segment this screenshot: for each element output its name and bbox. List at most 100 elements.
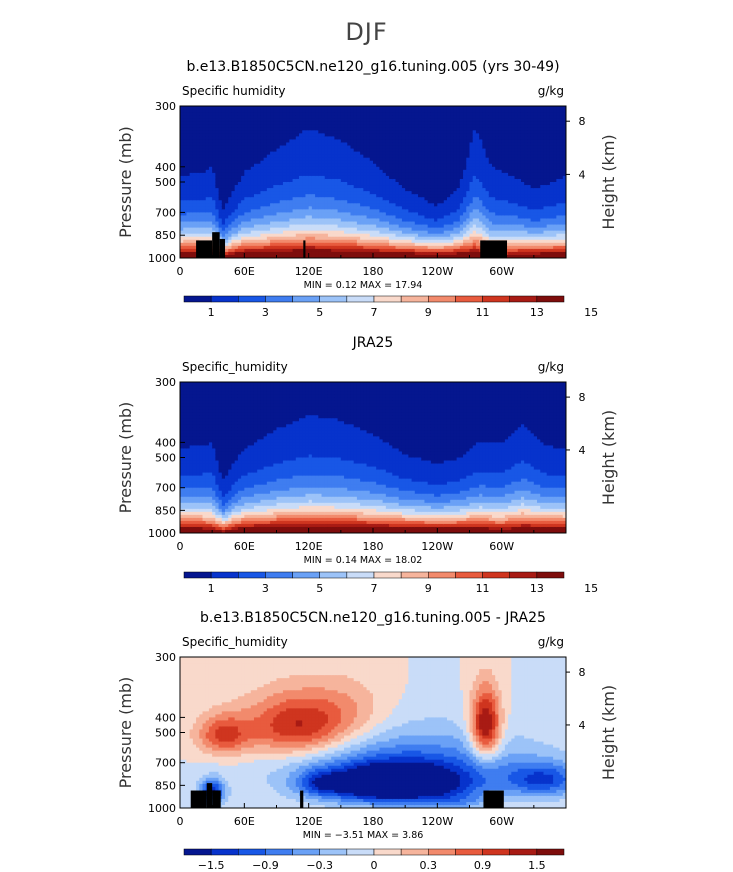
field-cell: [395, 139, 400, 144]
field-cell: [196, 124, 200, 128]
field-cell: [424, 221, 429, 226]
field-cell: [205, 212, 210, 217]
field-cell: [344, 245, 348, 250]
field-cell: [270, 145, 274, 150]
field-cell: [453, 142, 458, 147]
field-cell: [421, 197, 426, 201]
field-cell: [266, 194, 271, 198]
field-cell: [353, 236, 358, 241]
field-cell: [337, 115, 342, 119]
field-cell: [472, 203, 477, 207]
field-cell: [221, 218, 226, 223]
field-cell: [437, 182, 442, 186]
field-cell: [405, 242, 409, 247]
field-cell: [241, 130, 245, 134]
field-cell: [344, 160, 348, 165]
field-cell: [189, 157, 194, 162]
field-cell: [360, 245, 364, 250]
field-cell: [250, 191, 255, 195]
field-cell: [376, 166, 381, 171]
field-cell: [273, 115, 278, 119]
field-cell: [492, 124, 496, 128]
field-cell: [366, 224, 371, 229]
field-cell: [340, 166, 345, 171]
field-cell: [379, 136, 384, 141]
field-cell: [401, 142, 406, 147]
field-cell: [257, 151, 262, 156]
field-cell: [353, 194, 358, 198]
field-cell: [347, 191, 352, 195]
field-cell: [389, 197, 393, 201]
field-cell: [369, 251, 374, 256]
field-cell: [218, 118, 223, 122]
field-cell: [273, 209, 278, 213]
field-cell: [389, 182, 393, 186]
field-cell: [270, 115, 274, 119]
field-cell: [234, 145, 239, 150]
field-cell: [231, 142, 236, 147]
field-cell: [482, 172, 487, 177]
field-cell: [324, 118, 329, 122]
field-cell: [279, 209, 284, 213]
field-cell: [430, 166, 435, 171]
field-cell: [331, 209, 335, 213]
field-cell: [356, 248, 361, 253]
field-cell: [299, 145, 303, 150]
field-cell: [253, 166, 258, 171]
field-cell: [334, 188, 339, 192]
field-cell: [498, 178, 503, 183]
field-cell: [363, 106, 368, 110]
field-cell: [311, 112, 316, 116]
field-cell: [369, 151, 374, 156]
field-cell: [183, 206, 188, 210]
field-cell: [418, 197, 422, 201]
field-cell: [260, 133, 265, 137]
field-cell: [401, 209, 406, 213]
field-cell: [356, 206, 361, 210]
field-cell: [186, 151, 191, 156]
field-cell: [183, 121, 188, 125]
field-cell: [418, 136, 422, 141]
field-cell: [212, 185, 216, 189]
field-cell: [324, 239, 329, 244]
field-cell: [385, 139, 390, 144]
field-cell: [295, 109, 300, 113]
field-cell: [373, 166, 377, 171]
field-cell: [459, 194, 464, 198]
field-cell: [382, 115, 387, 119]
field-cell: [260, 106, 265, 110]
field-cell: [270, 124, 274, 128]
field-cell: [266, 185, 271, 189]
field-cell: [273, 230, 278, 235]
field-cell: [479, 191, 483, 195]
field-cell: [472, 185, 477, 189]
field-cell: [398, 115, 403, 119]
field-cell: [273, 188, 278, 192]
field-cell: [228, 197, 233, 201]
field-cell: [189, 206, 194, 210]
field-cell: [337, 248, 342, 253]
field-cell: [263, 233, 268, 238]
field-cell: [479, 197, 483, 201]
field-cell: [234, 136, 239, 141]
field-cell: [340, 182, 345, 186]
field-cell: [456, 109, 461, 113]
field-cell: [192, 154, 197, 159]
field-cell: [286, 254, 290, 258]
field-cell: [379, 248, 384, 253]
field-cell: [430, 194, 435, 198]
field-cell: [472, 233, 477, 238]
field-cell: [427, 224, 432, 229]
field-cell: [475, 185, 480, 189]
field-cell: [311, 130, 316, 134]
field-cell: [199, 182, 204, 186]
field-cell: [482, 139, 487, 144]
field-cell: [472, 163, 477, 168]
field-cell: [199, 157, 204, 162]
field-cell: [244, 197, 249, 201]
field-cell: [228, 182, 233, 186]
field-cell: [318, 185, 323, 189]
field-cell: [366, 209, 371, 213]
field-cell: [266, 224, 271, 229]
field-cell: [427, 194, 432, 198]
